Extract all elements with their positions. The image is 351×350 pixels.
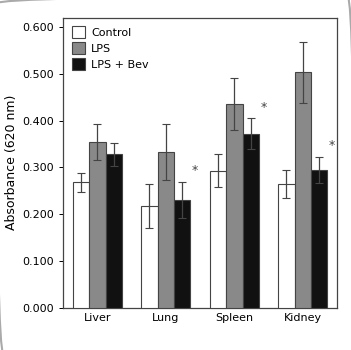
- Legend: Control, LPS, LPS + Bev: Control, LPS, LPS + Bev: [69, 23, 152, 73]
- Bar: [226, 104, 243, 308]
- Bar: [294, 72, 311, 308]
- Y-axis label: Absorbance (620 nm): Absorbance (620 nm): [5, 95, 18, 230]
- Bar: [210, 171, 226, 308]
- Bar: [158, 152, 174, 308]
- Bar: [278, 184, 294, 308]
- Text: *: *: [329, 139, 335, 152]
- Bar: [73, 182, 89, 308]
- Bar: [311, 170, 327, 308]
- Bar: [174, 200, 191, 308]
- Bar: [243, 134, 259, 308]
- Text: *: *: [192, 164, 198, 177]
- Text: *: *: [260, 100, 267, 113]
- Bar: [106, 154, 122, 308]
- Bar: [89, 142, 106, 308]
- Bar: [141, 206, 158, 308]
